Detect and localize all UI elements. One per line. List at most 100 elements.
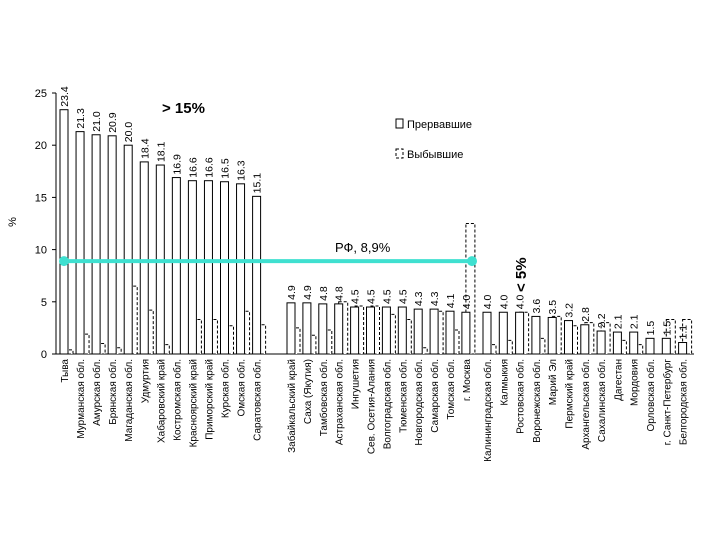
x-tick-label: Магаданская обл.	[123, 359, 135, 442]
x-tick-label: Калининградская обл.	[482, 359, 494, 462]
reference-line-start	[59, 256, 69, 267]
legend-label-vybyvshie: Выбывшие	[407, 149, 463, 161]
bar-prervavshie	[236, 183, 246, 355]
reference-line-group	[59, 256, 477, 267]
data-label: 21.3	[75, 108, 87, 129]
data-label: 23.4	[59, 86, 71, 107]
x-tick-label: Архангельская обл.	[580, 359, 592, 450]
data-label: 21.0	[91, 111, 103, 132]
x-tick-label: Забайкальский край	[286, 359, 298, 453]
bar-prervavshie	[547, 316, 557, 355]
y-axis-label: %	[7, 217, 19, 227]
x-tick-label: Тыва	[60, 359, 71, 383]
bar-prervavshie	[75, 131, 85, 355]
x-tick-label: Калмыкия	[499, 359, 510, 406]
data-label: 16.5	[220, 158, 232, 179]
x-tick-label: Мордовия	[630, 359, 641, 406]
data-label: 4.8	[334, 286, 346, 301]
data-label: 4.3	[413, 291, 425, 306]
x-tick-label: Саратовская обл.	[252, 359, 264, 441]
data-label: 16.9	[171, 154, 183, 175]
data-label: 4.0	[498, 294, 510, 309]
bar-prervavshie	[482, 311, 492, 355]
bar-prervavshie	[381, 306, 391, 355]
bar-prervavshie	[59, 109, 69, 355]
x-tick-label: Новгородская обл.	[413, 359, 425, 446]
bar-prervavshie	[203, 180, 213, 355]
bar-prervavshie	[366, 306, 375, 355]
data-label: 4.5	[381, 289, 393, 304]
x-tick-label: Тамбовская обл.	[318, 359, 330, 436]
data-label: 1.5	[661, 321, 673, 336]
x-tick-label: Красноярский край	[188, 359, 199, 447]
x-tick-label: Костромская обл.	[171, 359, 183, 441]
x-tick-label: Мурманская обл.	[75, 359, 87, 439]
data-label: 4.5	[397, 289, 409, 304]
bar-prervavshie	[171, 177, 181, 355]
x-tick-label: Курская обл.	[220, 359, 232, 418]
bar-prervavshie	[564, 320, 573, 355]
svg-text:< 5%: < 5%	[513, 257, 530, 292]
bar-prervavshie	[286, 302, 296, 355]
data-label: 1.5	[645, 321, 657, 336]
legend: Прервавшие Выбывшие	[395, 118, 472, 161]
x-tick-label: Ростовская обл.	[515, 359, 527, 434]
data-label: 18.1	[155, 141, 167, 162]
x-tick-label: Воронежская обл.	[531, 359, 543, 443]
data-label: 20.0	[123, 122, 135, 143]
data-label: 16.6	[203, 157, 215, 178]
data-label: 1.1	[678, 325, 690, 340]
x-tick-label: Орловская обл.	[645, 359, 657, 432]
bar-prervavshie	[123, 144, 133, 355]
bar-prervavshie	[252, 195, 262, 355]
data-label: 4.5	[350, 289, 362, 304]
x-tick-label: Марий Эл	[548, 359, 559, 405]
annotation-under-5: < 5%	[513, 257, 530, 292]
x-tick-label: Томская обл.	[445, 359, 457, 420]
data-label: 2.8	[580, 307, 592, 322]
bar-vybyvshie	[465, 223, 476, 355]
chart-labels: 23.4 Тыва 21.3 Мурманская обл. 21.0 Амурская …	[59, 86, 690, 462]
x-tick-label: Омская обл.	[236, 359, 248, 416]
bar-prervavshie	[445, 310, 455, 355]
data-label: 3.2	[564, 303, 576, 318]
annotation-over-15: > 15%	[162, 100, 205, 117]
y-tick-label: 20	[35, 140, 47, 152]
bar-prervavshie	[302, 302, 312, 355]
x-tick-label: г. Москва	[462, 359, 473, 402]
data-label: 4.9	[286, 285, 298, 300]
bar-prervavshie	[531, 315, 541, 355]
bar-prervavshie	[350, 306, 360, 355]
data-label: 4.9	[302, 285, 314, 300]
reference-line-end	[467, 256, 477, 267]
bar-prervavshie	[107, 135, 117, 355]
data-label: 4.8	[318, 286, 330, 301]
data-label: 15.1	[252, 173, 264, 194]
data-label: 16.6	[187, 157, 199, 178]
x-tick-label: Волгоградская обл.	[381, 359, 393, 449]
data-label: 4.0	[515, 294, 527, 309]
x-tick-label: Ингушетия	[351, 359, 362, 409]
x-tick-label: Саха (Якутия)	[303, 359, 314, 424]
bar-prervavshie	[334, 303, 344, 355]
x-tick-label: Сахалинская обл.	[596, 359, 608, 442]
bar-prervavshie	[429, 308, 439, 355]
data-label: 4.0	[482, 294, 494, 309]
data-label: 3.5	[547, 300, 559, 315]
x-tick-label: Хабаровский край	[155, 359, 167, 443]
data-label: 2.2	[596, 313, 608, 328]
bar-prervavshie	[220, 181, 229, 355]
y-tick-label: 5	[41, 297, 47, 309]
bar-prervavshie	[596, 330, 606, 355]
data-label: 2.1	[629, 314, 641, 329]
legend-swatch-vybyvshie	[395, 148, 404, 159]
legend-swatch-prervavshie	[395, 118, 404, 129]
bar-prervavshie	[678, 342, 688, 355]
bar-prervavshie	[397, 306, 407, 355]
bar-prervavshie	[612, 331, 622, 355]
x-tick-label: Тюменская обл.	[397, 359, 409, 433]
bar-prervavshie	[661, 337, 671, 355]
legend-label-prervavshie: Прервавшие	[407, 119, 472, 131]
data-label: 3.6	[531, 299, 543, 314]
